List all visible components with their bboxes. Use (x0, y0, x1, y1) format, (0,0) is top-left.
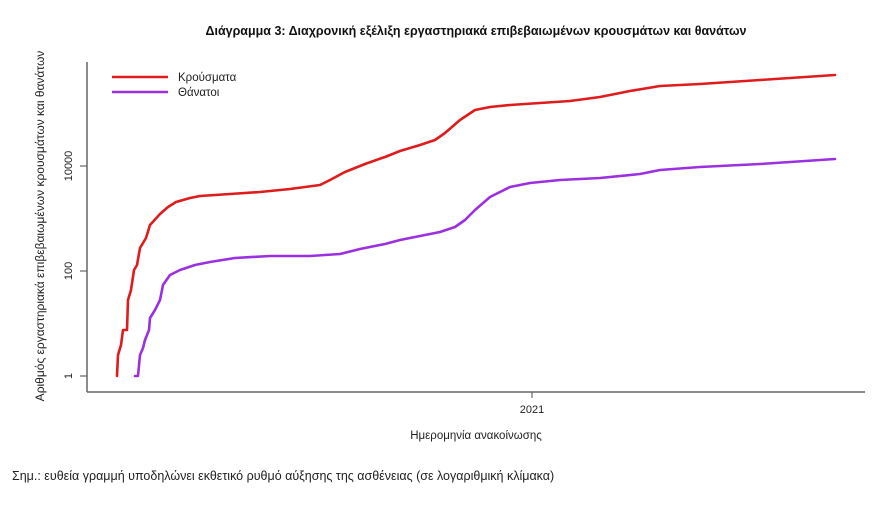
data-series (115, 73, 837, 378)
series-line-deaths (133, 157, 837, 378)
legend: Κρούσματα Θάνατοι (112, 72, 237, 99)
y-axis-ticks: 1 100 10000 (63, 151, 87, 379)
legend-label-deaths: Θάνατοι (178, 87, 220, 99)
x-axis-label: Ημερομηνία ανακοίνωσης (410, 430, 542, 442)
x-tick-label: 2021 (520, 404, 544, 416)
y-tick-label: 1 (63, 373, 75, 379)
chart-title: Διάγραμμα 3: Διαχρονική εξέλιξη εργαστηρ… (205, 24, 747, 38)
footnote: Σημ.: ευθεία γραμμή υποδηλώνει εκθετικό … (12, 469, 555, 483)
series-line-cases (115, 73, 837, 378)
y-tick-label: 100 (63, 262, 75, 280)
legend-label-cases: Κρούσματα (178, 72, 237, 84)
x-axis-ticks: 2021 (520, 392, 544, 416)
y-tick-label: 10000 (63, 151, 75, 182)
